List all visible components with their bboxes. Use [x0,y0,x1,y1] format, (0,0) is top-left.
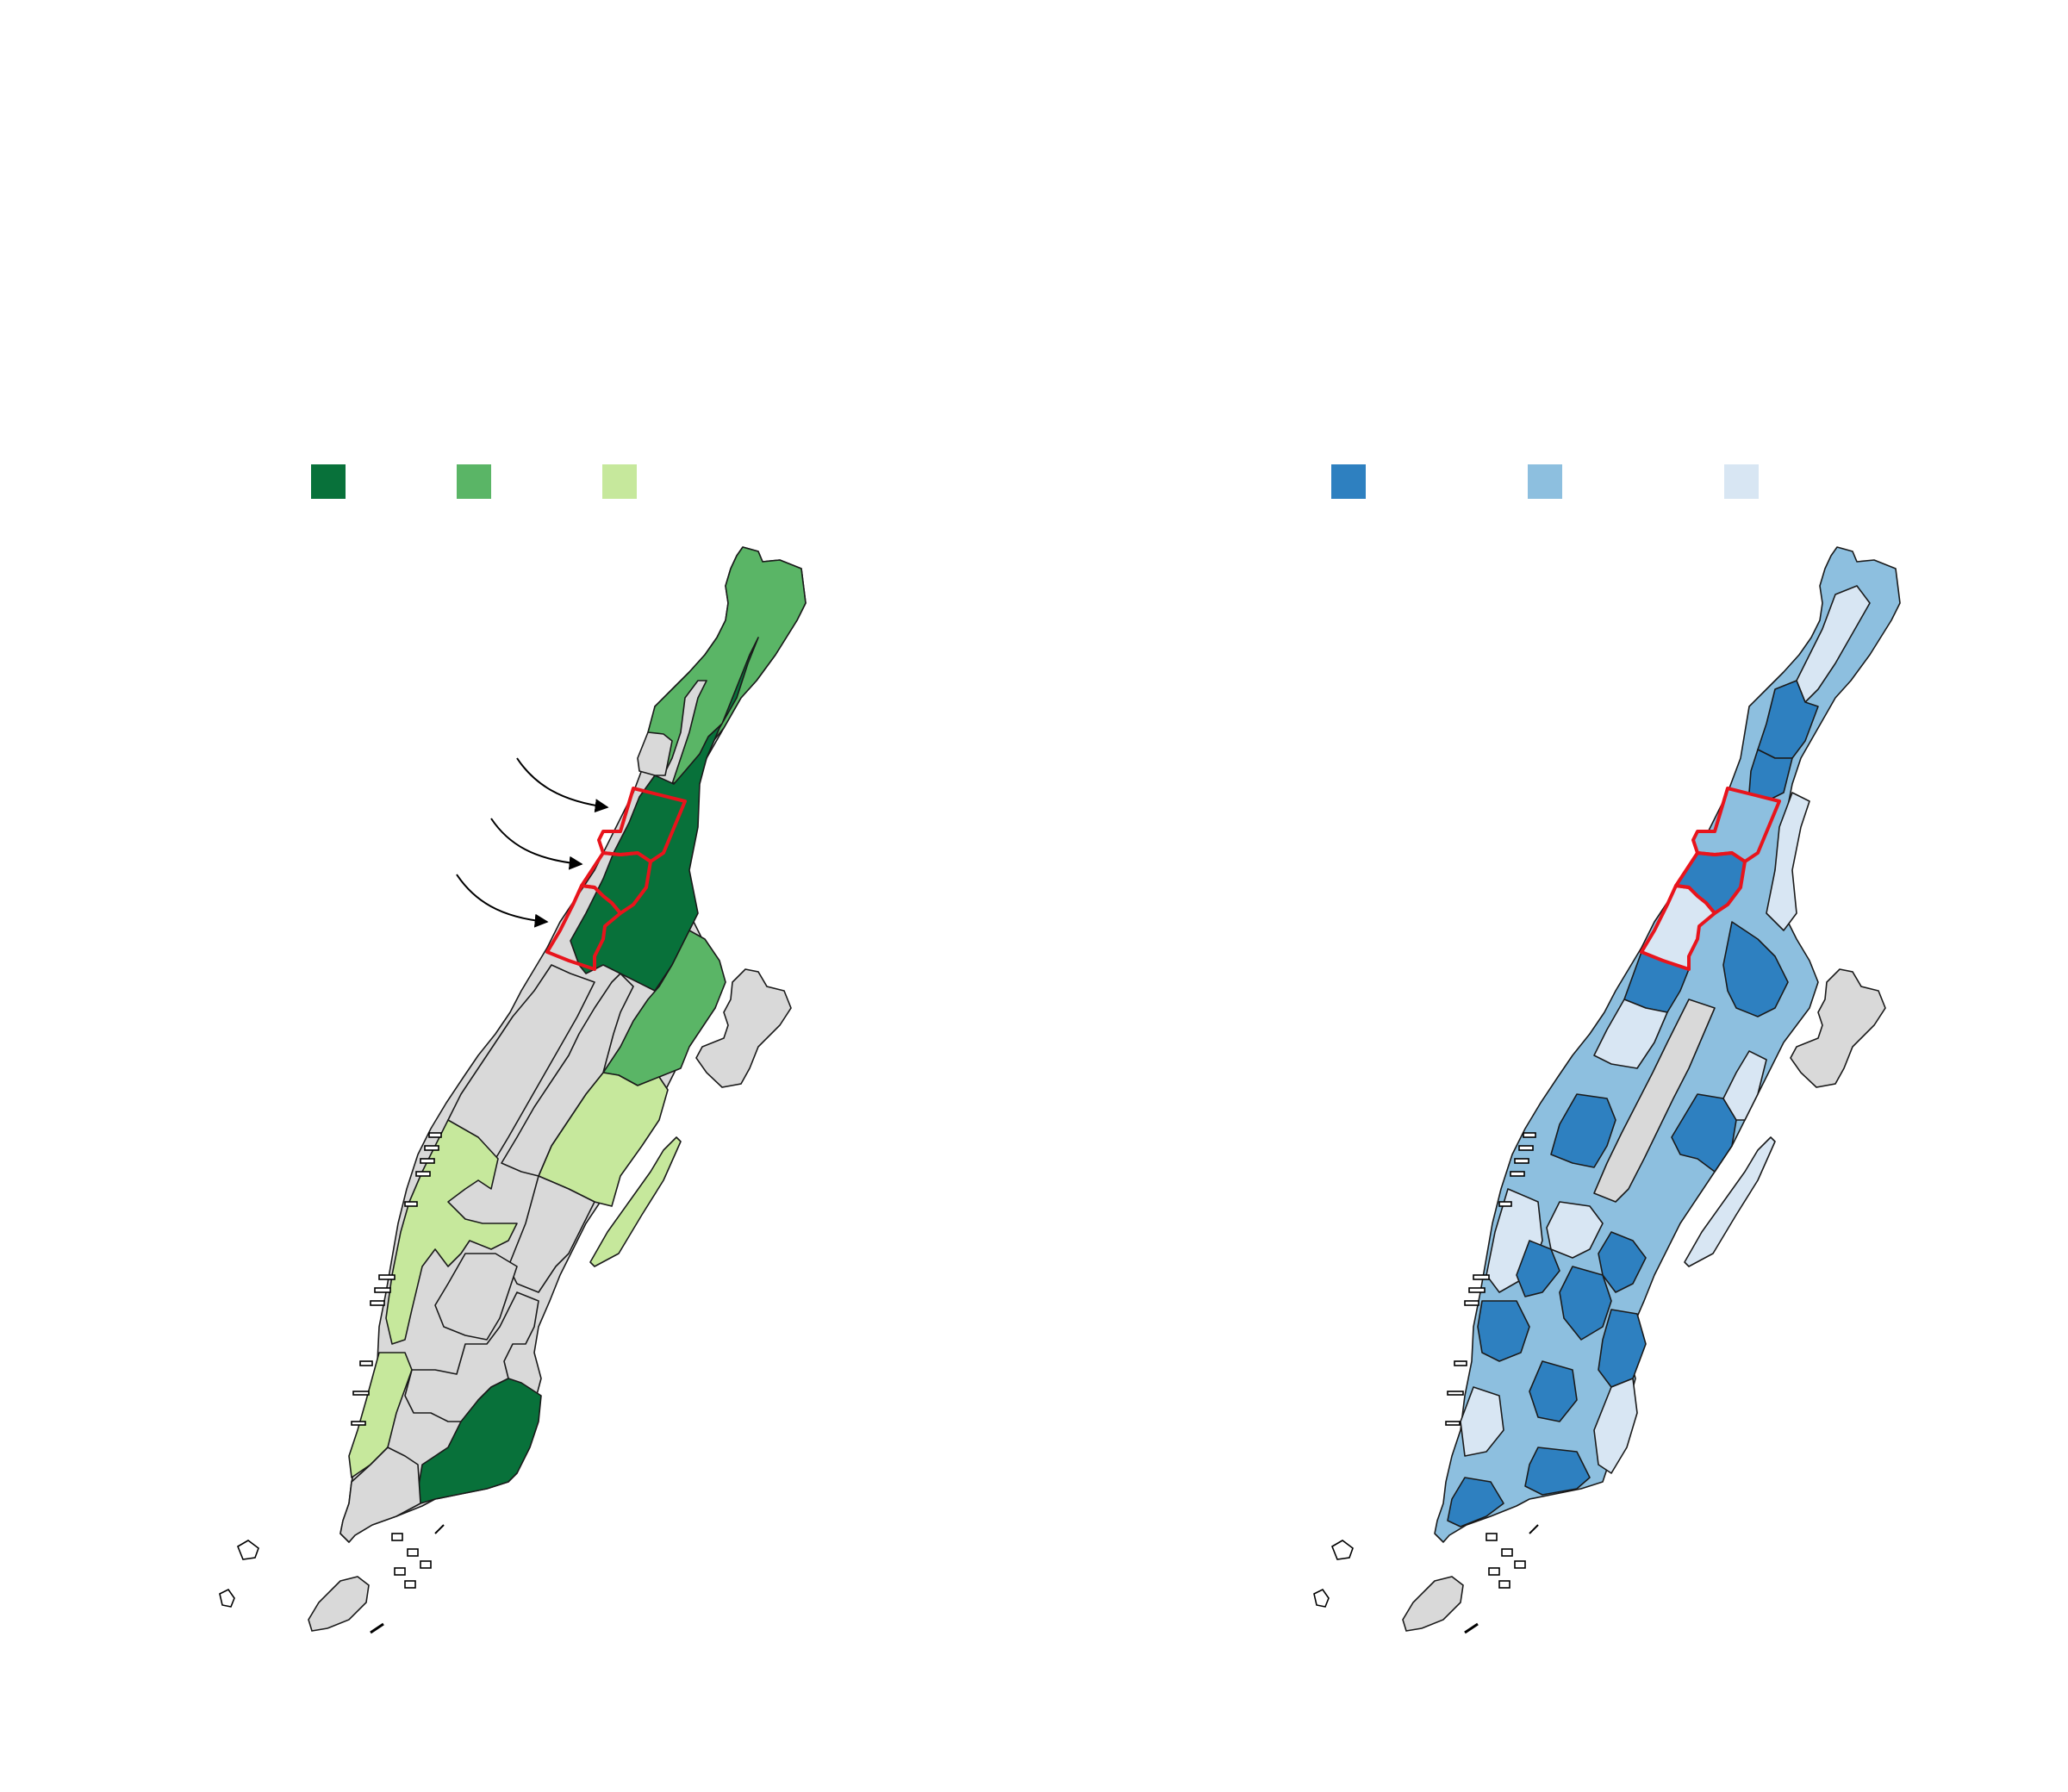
annotation-arrow-2 [490,818,583,870]
region-north-light [1796,585,1871,703]
region-uws-light [1593,999,1668,1069]
region-ues-light [1722,1050,1767,1121]
governors-island [1402,1576,1464,1632]
liberty-island [1331,1540,1354,1560]
right-legend [1331,464,1759,499]
region-fidi-dark [1447,1477,1504,1528]
region-midtown-a [508,1175,595,1293]
highlight-outline-3 [545,884,622,971]
region-inwood [647,546,807,785]
ellis-island [219,1588,235,1608]
legend-swatch-dark [1331,464,1366,499]
region-lower-east-dark [417,1378,542,1504]
region-central-park [1593,999,1716,1203]
legend-swatch-light [1724,464,1759,499]
piers-west [1445,1132,1536,1426]
piers-west [351,1132,442,1426]
left-map [219,464,807,1634]
annotation-arrow-3 [456,874,549,928]
region-village-dark [1529,1360,1578,1422]
legend-swatch-dark [311,464,346,499]
region-lower-dark [1524,1447,1591,1496]
region-north-dark-2 [1748,749,1793,802]
region-west-dark-1 [1516,1240,1560,1297]
region-soho-light [1460,1386,1504,1457]
region-midtown-dark [1598,1231,1647,1293]
roosevelt-island [1684,1136,1776,1267]
piers-south [370,1524,445,1634]
region-harlem-dark [1722,921,1789,1017]
governors-island [308,1576,370,1632]
legend-swatch-light [602,464,637,499]
region-harlem-west [637,731,673,776]
region-mid-dark-2 [1559,1266,1612,1341]
region-fidi [339,1447,421,1543]
region-lower-light [1593,1378,1638,1474]
highlight-outline-3 [1640,884,1716,971]
region-north-dark-1 [1757,680,1819,759]
region-chelsea-dark [1477,1300,1530,1362]
region-lower-grey [404,1291,539,1422]
region-chelsea-light [385,1119,518,1345]
roosevelt-island [589,1136,682,1267]
randalls-island [695,968,792,1088]
left-legend [311,464,637,499]
liberty-island [237,1540,259,1560]
right-map [1313,464,1901,1634]
annotation-arrow-1 [516,757,609,813]
region-central-park [501,973,634,1177]
randalls-island [1790,968,1886,1088]
region-east-strip-light [1766,792,1810,931]
region-midtown-light [1546,1201,1604,1259]
region-uws-dark [1550,1093,1616,1168]
legend-swatch-medium [457,464,491,499]
region-midtown-b [434,1253,518,1341]
legend-swatch-medium [1528,464,1562,499]
piers-south [1464,1524,1539,1634]
ellis-island [1313,1588,1330,1608]
